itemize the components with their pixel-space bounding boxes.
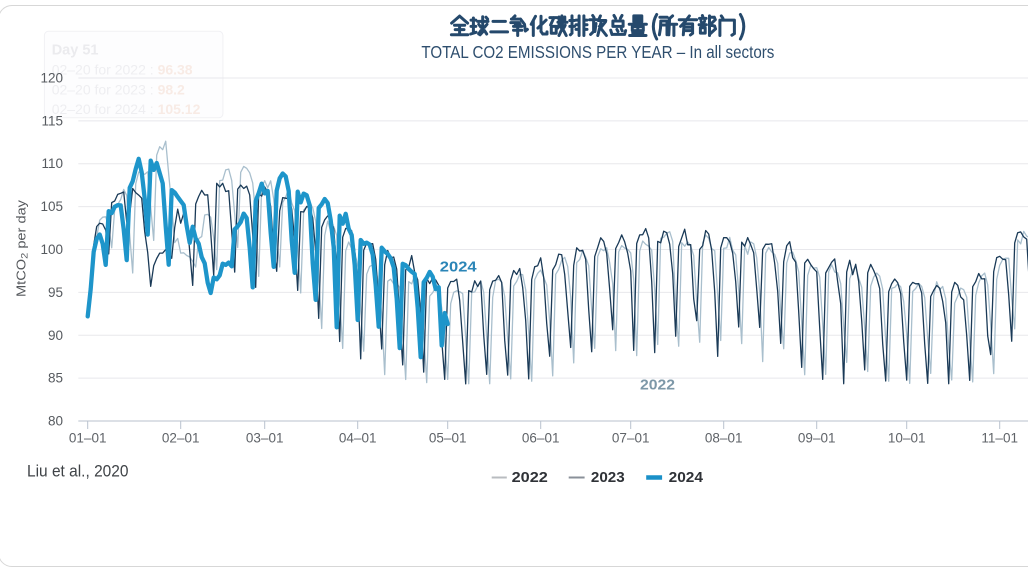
svg-text:09–01: 09–01 (798, 431, 836, 446)
svg-text:08–01: 08–01 (705, 431, 743, 446)
svg-text:110: 110 (41, 156, 63, 171)
svg-text:80: 80 (48, 414, 63, 429)
svg-text:07–01: 07–01 (612, 431, 650, 446)
svg-text:95: 95 (48, 285, 63, 300)
svg-text:Liu et al., 2020: Liu et al., 2020 (27, 462, 129, 481)
svg-text:03–01: 03–01 (246, 431, 284, 446)
svg-text:02–20 for 2024 : 105.12: 02–20 for 2024 : 105.12 (52, 101, 201, 117)
svg-text:2024: 2024 (440, 259, 478, 276)
svg-text:04–01: 04–01 (339, 431, 377, 446)
svg-text:2022: 2022 (512, 469, 548, 486)
svg-text:120: 120 (40, 71, 63, 86)
svg-text:90: 90 (48, 328, 63, 343)
svg-text:105: 105 (40, 199, 63, 214)
svg-text:MtCO2 per day: MtCO2 per day (15, 199, 31, 297)
svg-text:06–01: 06–01 (522, 431, 560, 446)
svg-text:02–01: 02–01 (162, 431, 200, 446)
svg-text:TOTAL CO2 EMISSIONS PER YEAR –: TOTAL CO2 EMISSIONS PER YEAR – In all se… (421, 42, 774, 62)
svg-text:02–20 for 2023 : 98.2: 02–20 for 2023 : 98.2 (52, 81, 185, 97)
svg-text:100: 100 (40, 242, 63, 257)
svg-text:Day 51: Day 51 (52, 43, 99, 59)
svg-text:05–01: 05–01 (429, 431, 467, 446)
svg-text:115: 115 (41, 113, 63, 128)
svg-text:2022: 2022 (640, 377, 675, 394)
svg-text:11–01: 11–01 (981, 431, 1018, 446)
svg-text:2024: 2024 (669, 469, 704, 486)
svg-text:2023: 2023 (591, 469, 625, 486)
svg-text:10–01: 10–01 (888, 431, 926, 446)
svg-text:01–01: 01–01 (69, 431, 107, 446)
svg-text:85: 85 (48, 371, 63, 386)
svg-text:02–20 for 2022 : 96.38: 02–20 for 2022 : 96.38 (52, 62, 193, 78)
